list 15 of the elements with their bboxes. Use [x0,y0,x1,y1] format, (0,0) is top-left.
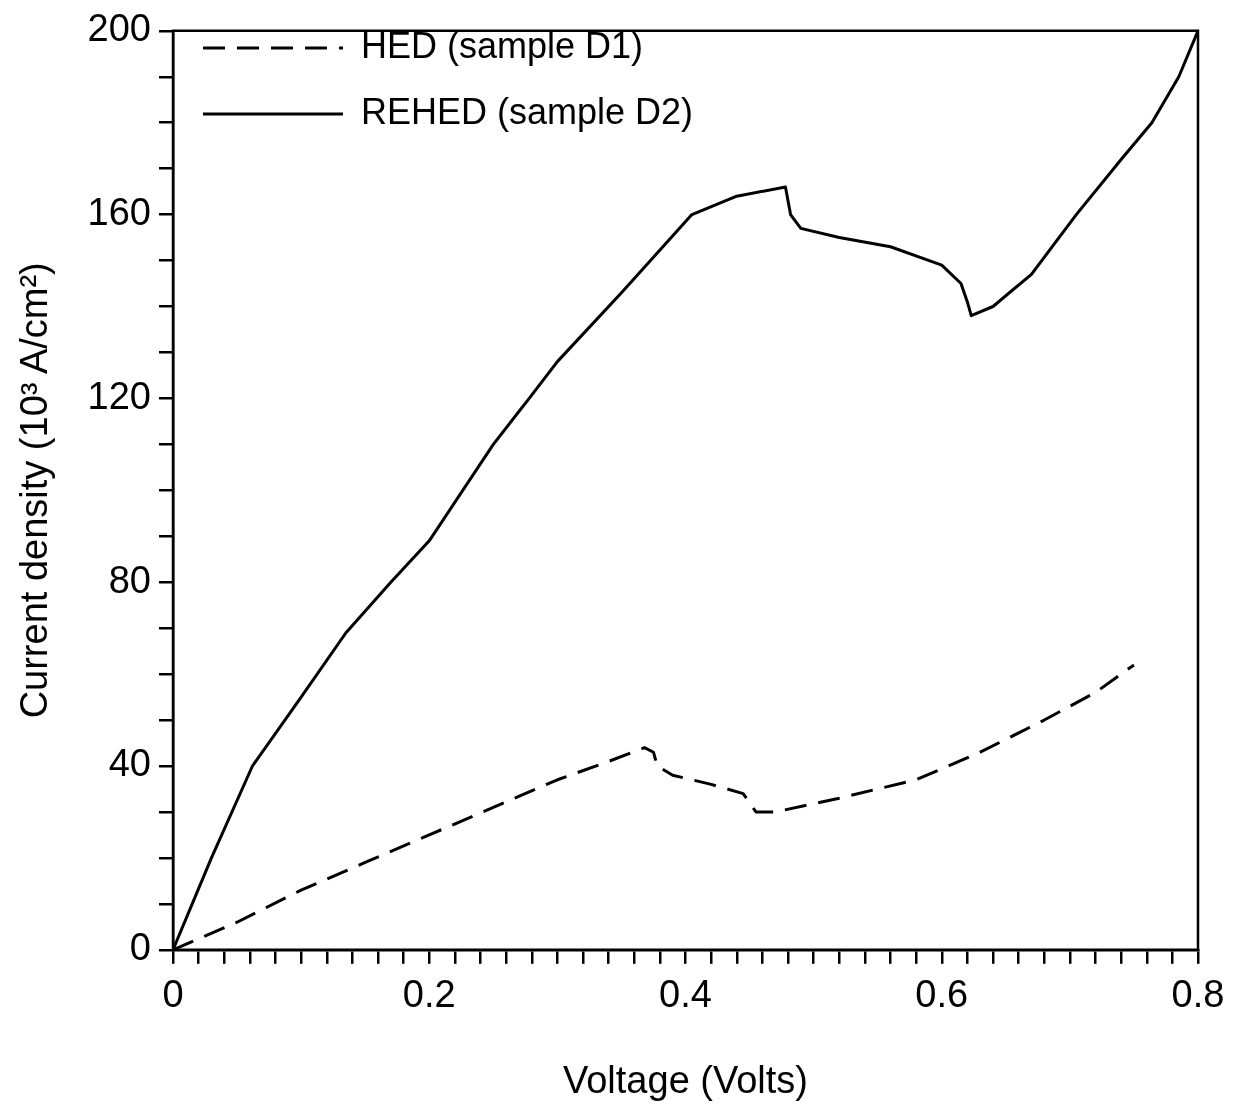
y-tick-label: 40 [108,742,151,785]
y-tick-label: 160 [87,191,151,234]
legend-label: HED (sample D1) [361,24,644,66]
x-tick-label: 0.8 [1171,973,1225,1016]
legend-label: REHED (sample D2) [361,90,694,132]
x-tick-label: 0.2 [402,973,456,1016]
x-tick-label: 0.4 [659,973,712,1016]
y-tick-label: 80 [108,558,151,601]
y-tick-label: 200 [87,7,151,50]
y-tick-label: 0 [129,926,151,969]
y-axis-title: Current density (10³ A/cm²) [13,262,56,719]
x-tick-label: 0.6 [915,973,969,1016]
x-tick-label: 0 [162,973,184,1016]
x-axis-title: Voltage (Volts) [562,1058,809,1101]
y-tick-label: 120 [87,374,151,417]
